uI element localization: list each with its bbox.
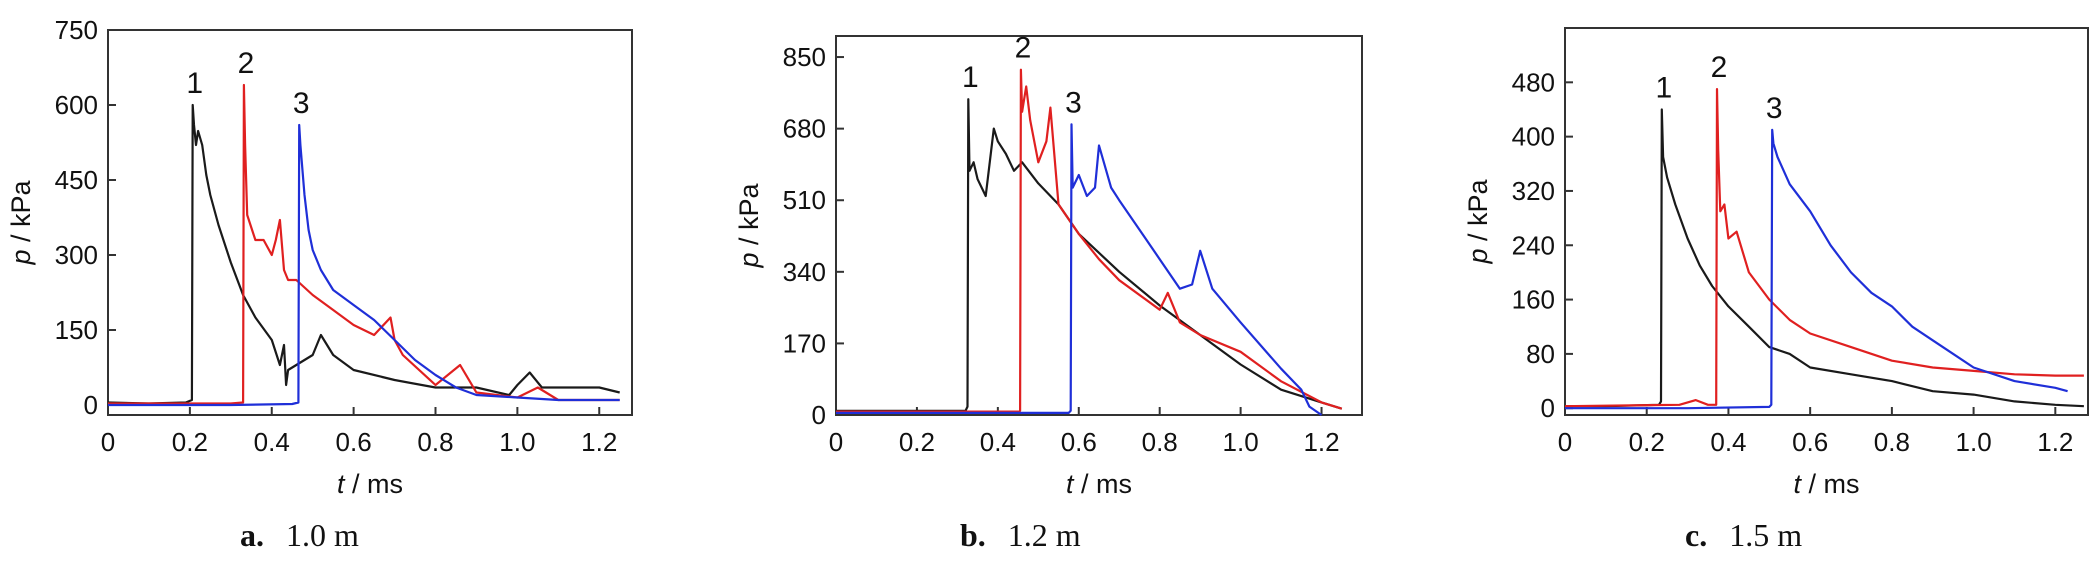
x-tick-label: 0.4 <box>1710 427 1746 457</box>
y-tick-label: 240 <box>1512 230 1555 260</box>
x-tick-label: 1.0 <box>1223 427 1259 457</box>
peak-label: 2 <box>1711 51 1728 84</box>
peak-label: 1 <box>962 61 979 94</box>
x-tick-label: 0.4 <box>254 427 290 457</box>
series-line-1 <box>1565 108 2084 408</box>
panel-caption: a. 1.0 m <box>240 517 359 553</box>
panel-caption: c. 1.5 m <box>1685 517 1802 553</box>
y-tick-label: 300 <box>55 240 98 270</box>
x-axis-label: t / ms <box>1066 469 1132 499</box>
series-line-3 <box>108 123 620 407</box>
x-tick-label: 1.0 <box>1956 427 1992 457</box>
plot-area <box>1564 27 2089 416</box>
x-tick-label: 0.4 <box>980 427 1016 457</box>
x-tick-label: 0 <box>101 427 115 457</box>
x-tick-label: 0 <box>829 427 843 457</box>
y-tick-label: 0 <box>812 400 826 430</box>
x-axis-label: t / ms <box>1793 469 1859 499</box>
x-tick-label: 0.6 <box>1792 427 1828 457</box>
series-line-3 <box>1565 128 2068 410</box>
chart-panel: 0 0.2 0.4 0.6 0.8 1.0 1.2 0 150 300 450 600 750 1 2 3 t … <box>6 15 633 553</box>
peak-label: 3 <box>1766 92 1783 125</box>
y-tick-label: 680 <box>783 114 826 144</box>
y-tick-label: 150 <box>55 315 98 345</box>
y-tick-label: 340 <box>783 257 826 287</box>
x-tick-label: 0.8 <box>1142 427 1178 457</box>
x-tick-label: 0.6 <box>1061 427 1097 457</box>
x-tick-label: 0.6 <box>336 427 372 457</box>
y-tick-label: 160 <box>1512 285 1555 315</box>
x-tick-label: 0.2 <box>899 427 935 457</box>
series-line-2 <box>108 83 620 405</box>
y-tick-label: 450 <box>55 165 98 195</box>
y-tick-label: 510 <box>783 185 826 215</box>
y-tick-label: 750 <box>55 15 98 45</box>
y-axis-label: p / kPa <box>734 182 764 268</box>
peak-label: 3 <box>1065 86 1082 119</box>
x-tick-label: 0.2 <box>1629 427 1665 457</box>
chart-panel: 0 0.2 0.4 0.6 0.8 1.0 1.2 0 170 340 510 680 850 1 23 t … <box>734 32 1363 553</box>
plot-area <box>835 35 1363 416</box>
x-axis-label: t / ms <box>337 469 403 499</box>
panel-caption: b. 1.2 m <box>960 517 1081 553</box>
y-axis-label: p / kPa <box>1463 178 1493 264</box>
y-tick-label: 0 <box>1541 393 1555 423</box>
peak-label: 2 <box>238 47 255 80</box>
x-tick-label: 0.2 <box>172 427 208 457</box>
x-tick-label: 1.0 <box>499 427 535 457</box>
series-line-2 <box>1564 87 2084 408</box>
x-tick-label: 1.2 <box>2037 427 2073 457</box>
chart-panel: 0 0.2 0.4 0.6 0.8 1.0 1.2 0 80 160 240 320 400 480 1 2 3… <box>1463 27 2089 553</box>
y-tick-label: 600 <box>55 90 98 120</box>
peak-label: 1 <box>1655 71 1672 104</box>
series-line-1 <box>836 98 1343 412</box>
series-line-3 <box>836 123 1323 416</box>
y-tick-label: 850 <box>783 42 826 72</box>
y-tick-label: 80 <box>1526 339 1555 369</box>
x-tick-label: 0 <box>1558 427 1572 457</box>
plot-area <box>107 29 633 416</box>
x-tick-label: 0.8 <box>417 427 453 457</box>
series-line-2 <box>836 68 1343 413</box>
y-tick-label: 400 <box>1512 122 1555 152</box>
peak-label: 3 <box>293 87 310 120</box>
y-tick-label: 480 <box>1512 67 1555 97</box>
peak-label: 1 <box>186 67 203 100</box>
x-tick-label: 1.2 <box>581 427 617 457</box>
x-tick-label: 1.2 <box>1303 427 1339 457</box>
peak-label: 2 <box>1015 32 1032 65</box>
y-axis-label: p / kPa <box>6 179 36 265</box>
series-line-1 <box>107 103 620 405</box>
y-tick-label: 320 <box>1512 176 1555 206</box>
y-tick-label: 170 <box>783 328 826 358</box>
y-tick-label: 0 <box>84 390 98 420</box>
x-tick-label: 0.8 <box>1874 427 1910 457</box>
